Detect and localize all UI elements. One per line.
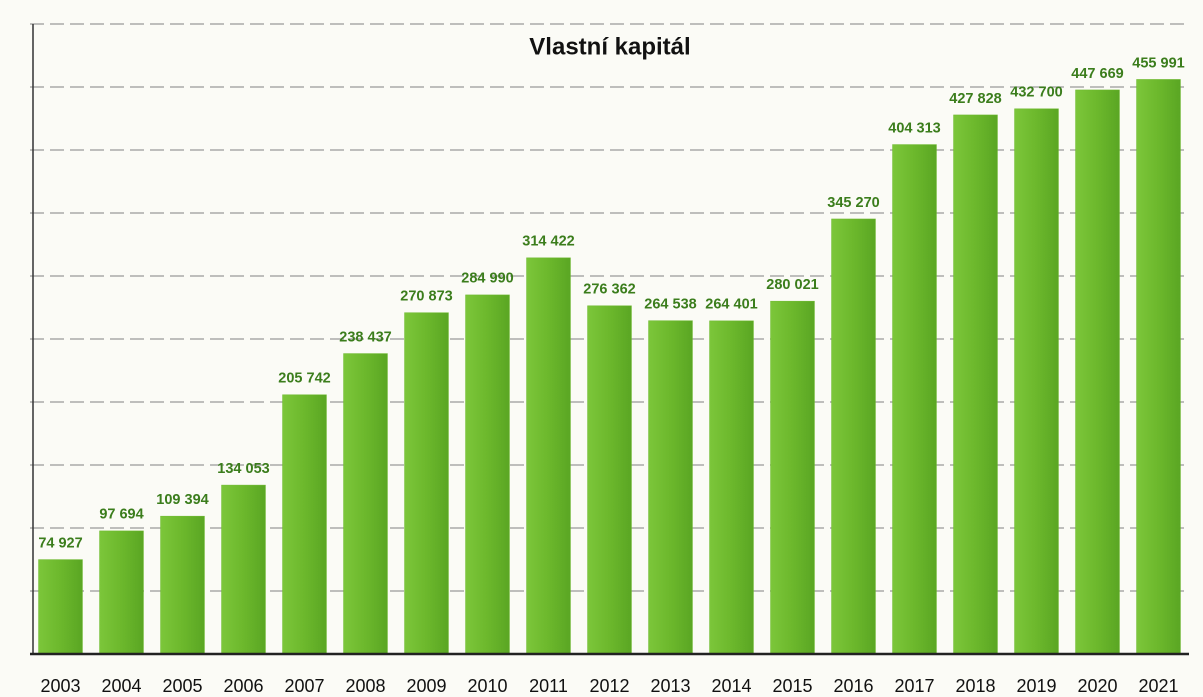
x-tick-label: 2009 <box>406 676 446 696</box>
bar <box>160 515 205 655</box>
value-label: 447 669 <box>1071 66 1123 82</box>
x-tick-label: 2008 <box>345 676 385 696</box>
x-tick-label: 2006 <box>223 676 263 696</box>
x-tick-label: 2011 <box>529 676 568 696</box>
value-label: 134 053 <box>217 461 269 477</box>
x-tick-label: 2021 <box>1138 676 1178 696</box>
bar <box>953 114 998 655</box>
bar <box>282 394 327 655</box>
value-label: 264 401 <box>705 297 757 313</box>
x-tick-label: 2017 <box>894 676 934 696</box>
bar <box>1136 79 1181 655</box>
x-tick-label: 2013 <box>650 676 690 696</box>
x-tick-label: 2005 <box>162 676 202 696</box>
x-tick-label: 2014 <box>711 676 751 696</box>
bar <box>709 320 754 655</box>
bar <box>892 144 937 655</box>
x-tick-label: 2015 <box>772 676 812 696</box>
value-label: 109 394 <box>156 492 208 508</box>
value-label: 238 437 <box>339 329 391 345</box>
bar <box>465 294 510 655</box>
value-label: 284 990 <box>461 271 513 287</box>
bar <box>1075 89 1120 655</box>
value-label: 74 927 <box>38 535 82 551</box>
bar <box>99 530 144 655</box>
value-label: 270 873 <box>400 289 452 305</box>
bar <box>770 300 815 655</box>
bar <box>221 484 266 655</box>
x-tick-label: 2003 <box>40 676 80 696</box>
x-tick-label: 2020 <box>1077 676 1117 696</box>
bar <box>587 305 632 655</box>
value-label: 432 700 <box>1010 85 1062 101</box>
value-label: 427 828 <box>949 91 1001 107</box>
value-label: 345 270 <box>827 195 879 211</box>
x-tick-label: 2018 <box>955 676 995 696</box>
value-label: 205 742 <box>278 371 330 387</box>
x-tick-label: 2016 <box>833 676 873 696</box>
value-label: 276 362 <box>583 282 635 298</box>
value-label: 455 991 <box>1132 55 1184 71</box>
bar <box>38 559 83 655</box>
x-tick-label: 2019 <box>1016 676 1056 696</box>
value-label: 97 694 <box>99 507 143 523</box>
bar <box>526 257 571 655</box>
bar <box>343 353 388 655</box>
chart-title: Vlastní kapitál <box>529 33 690 60</box>
value-label: 314 422 <box>522 234 574 250</box>
value-label: 264 538 <box>644 297 696 313</box>
bar <box>1014 108 1059 655</box>
bar <box>831 218 876 655</box>
value-label: 280 021 <box>766 277 818 293</box>
x-tick-label: 2004 <box>101 676 141 696</box>
x-tick-label: 2010 <box>467 676 507 696</box>
x-tick-label: 2012 <box>589 676 629 696</box>
value-label: 404 313 <box>888 120 940 136</box>
bar <box>404 312 449 655</box>
x-tick-label: 2007 <box>284 676 324 696</box>
bar <box>648 320 693 655</box>
